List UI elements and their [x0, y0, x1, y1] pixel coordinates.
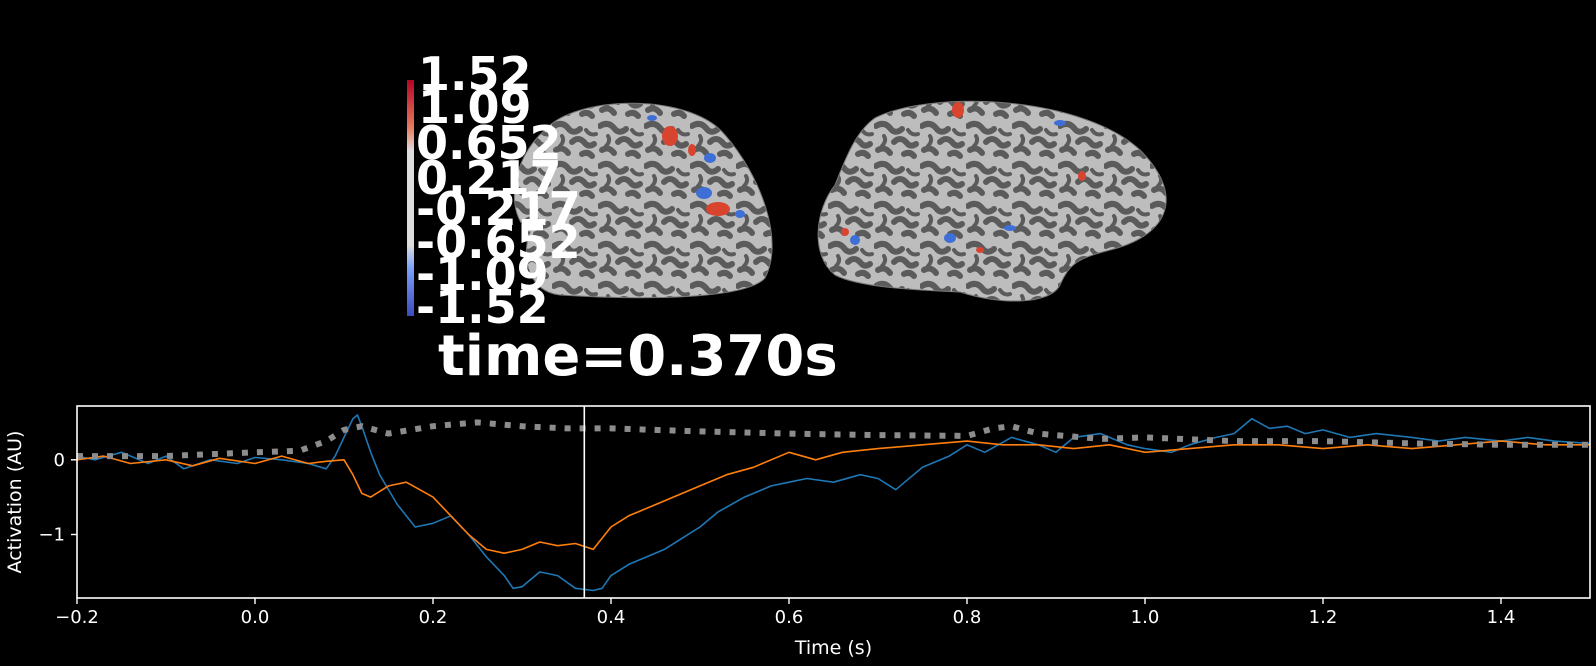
x-tick-label: 0.6: [775, 607, 804, 628]
colorbar-label: 0.652: [416, 116, 562, 170]
series-line-1: [76, 414, 1591, 592]
colorbar-label: 1.52: [418, 47, 532, 101]
y-tick-label: 0: [54, 450, 65, 471]
series-line-2: [76, 440, 1590, 554]
plot-frame: [76, 405, 1591, 599]
series-line-3: [77, 419, 1590, 460]
left-hemisphere: [513, 102, 773, 299]
colorbar-labels: 1.52 1.09 0.652 0.217 -0.217 -0.652 -1.0…: [416, 47, 581, 334]
series-group: [76, 414, 1591, 592]
x-tick-label: 0.2: [419, 607, 448, 628]
x-axis-title: Time (s): [794, 637, 872, 659]
colorbar-label: -0.217: [416, 182, 581, 236]
time-label: time=0.370s: [438, 324, 838, 389]
right-hemisphere: [817, 100, 1167, 302]
colorbar-label: -0.652: [416, 215, 581, 269]
timecourse-chart: −0.2 0.0 0.2 0.4 0.6 0.8 1.0 1.2 1.4 0 −1 Time (s…: [4, 405, 1591, 659]
x-tick-label: 1.2: [1309, 607, 1338, 628]
colorbar-label: 0.217: [416, 151, 562, 205]
colorbar-label: 1.09: [418, 80, 532, 134]
y-tick-label: −1: [38, 524, 65, 545]
colorbar-label: -1.52: [416, 280, 549, 334]
x-tick-label: 0.0: [241, 607, 270, 628]
y-axis-title: Activation (AU): [4, 431, 26, 574]
brain-view: 1.52 1.09 0.652 0.217 -0.217 -0.652 -1.0…: [407, 47, 1167, 389]
x-tick-label: −0.2: [55, 607, 99, 628]
x-tick-label: 0.8: [953, 607, 982, 628]
activation-spots-right: [841, 102, 1086, 253]
x-tick-label: 1.0: [1131, 607, 1160, 628]
x-axis: −0.2 0.0 0.2 0.4 0.6 0.8 1.0 1.2 1.4: [55, 598, 1515, 628]
y-axis: 0 −1: [38, 450, 77, 545]
colorbar-label: -1.09: [416, 247, 549, 301]
x-tick-label: 0.4: [597, 607, 626, 628]
activation-spots-left: [647, 115, 745, 218]
x-tick-label: 1.4: [1487, 607, 1516, 628]
colorbar: [407, 80, 414, 316]
